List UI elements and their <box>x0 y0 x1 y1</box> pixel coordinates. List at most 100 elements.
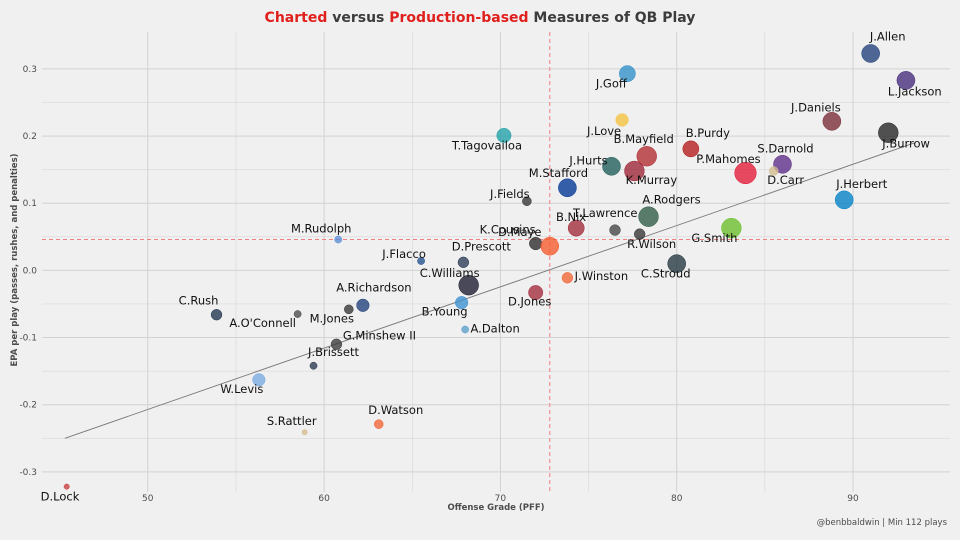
qb-point-label: M.Jones <box>310 311 354 325</box>
qb-point-label: G.Minshew II <box>343 328 416 342</box>
qb-point <box>458 275 479 296</box>
y-axis-title: EPA per play (passes, rushes, and penalt… <box>10 153 20 366</box>
mean-reference-lines <box>42 32 950 492</box>
qb-point-label: J.Flacco <box>381 247 426 261</box>
qb-point <box>773 155 792 174</box>
qb-point-label: P.Mahomes <box>696 152 760 166</box>
qb-point-label: C.Williams <box>420 266 480 280</box>
y-tick-label: 0.3 <box>23 65 37 75</box>
qb-point-label: D.Watson <box>368 403 423 417</box>
qb-point-label: A.Dalton <box>471 321 520 335</box>
title-versus: versus <box>327 10 390 26</box>
qb-point <box>734 161 757 185</box>
x-tick-label: 70 <box>495 494 507 504</box>
qb-point <box>602 157 621 176</box>
qb-point <box>210 309 223 321</box>
chart-title: Charted versus Production-based Measures… <box>0 10 960 26</box>
qb-point <box>634 228 646 240</box>
y-tick-label: -0.2 <box>19 401 37 411</box>
title-accent-production: Production-based <box>389 10 529 26</box>
qb-point-label: A.O'Connell <box>229 316 296 330</box>
qb-point-label: B.Mayfield <box>614 132 674 146</box>
qb-point-label: J.Fields <box>489 187 530 201</box>
trend-line-layer <box>64 142 915 439</box>
qb-point <box>457 256 470 268</box>
qb-point <box>374 419 384 429</box>
qb-point-label: L.Jackson <box>888 84 942 98</box>
qb-point-label: G.Smith <box>691 231 737 245</box>
qb-point-label: T.Tagovailoa <box>451 138 522 152</box>
qb-point <box>522 196 532 206</box>
qb-point <box>496 127 512 143</box>
qb-point <box>344 304 354 315</box>
qb-point <box>356 298 370 312</box>
qb-point-label: J.Burrow <box>881 137 930 151</box>
qb-point <box>252 373 266 387</box>
qb-point <box>330 338 343 350</box>
qb-point-label: D.Maye <box>498 225 541 239</box>
qb-point-label: J.Winston <box>574 269 628 283</box>
qb-point-label: J.Herbert <box>835 177 888 191</box>
qb-point-label: W.Levis <box>220 382 263 396</box>
x-tick-label: 50 <box>142 494 154 504</box>
qb-point <box>334 235 343 244</box>
qb-point <box>309 361 318 370</box>
qb-point <box>878 122 899 143</box>
data-points <box>63 44 916 490</box>
qb-point-label: D.Carr <box>767 173 804 187</box>
y-tick-label: -0.3 <box>19 468 37 478</box>
y-tick-label: 0.2 <box>23 132 37 142</box>
qb-point-label: C.Rush <box>179 294 219 308</box>
qb-point <box>301 429 308 436</box>
qb-point <box>667 254 686 273</box>
title-rest: Measures of QB Play <box>528 10 696 26</box>
qb-point <box>896 71 916 90</box>
qb-point-label: M.Stafford <box>529 166 588 180</box>
qb-point-label: B.Nix <box>556 210 586 224</box>
axis-ticks: 50 60 70 80 90 -0.3 -0.2 -0.1 0.0 0.1 0.2 0.3 <box>19 65 859 504</box>
qb-point <box>682 140 700 158</box>
qb-point-label: T.Lawrence <box>572 206 637 220</box>
qb-point-label: A.Richardson <box>336 280 411 294</box>
qb-point-label: A.Rodgers <box>642 193 700 207</box>
qb-point-label: K.Murray <box>626 173 678 187</box>
qb-point-label: J.Love <box>586 124 621 138</box>
x-tick-label: 80 <box>671 494 683 504</box>
qb-point-label: B.Young <box>422 305 468 319</box>
qb-point <box>461 325 469 334</box>
title-accent-charted: Charted <box>264 10 328 26</box>
gridlines <box>42 32 950 492</box>
footnote-credit: @benbbaldwin | Min 112 plays <box>816 518 947 528</box>
qb-point <box>834 190 854 210</box>
qb-point-label: K.Cousins <box>480 223 536 237</box>
qb-point <box>417 257 425 265</box>
y-tick-label: 0.1 <box>23 199 37 209</box>
qb-point <box>768 166 779 176</box>
qb-point <box>561 272 574 284</box>
qb-point <box>609 224 621 236</box>
qb-point-label: J.Allen <box>869 29 906 43</box>
qb-point <box>636 146 657 167</box>
trend-line <box>64 142 915 439</box>
qb-point <box>528 285 544 301</box>
qb-point <box>624 160 645 182</box>
x-axis-title: Offense Grade (PFF) <box>447 503 544 513</box>
qb-point <box>540 236 560 256</box>
qb-point-label: J.Goff <box>595 77 628 91</box>
x-tick-label: 90 <box>847 494 859 504</box>
qb-point-label: J.Daniels <box>790 100 841 114</box>
qb-point <box>63 483 70 490</box>
qb-point <box>619 65 636 82</box>
qb-point-label: C.Stroud <box>641 267 691 281</box>
qb-point-label: S.Darnold <box>757 141 813 155</box>
y-tick-label: 0.0 <box>23 266 38 276</box>
point-labels: J.Allen L.Jackson J.Goff J.Love J.Daniels J.B… <box>41 29 942 503</box>
qb-point <box>558 178 577 198</box>
qb-point <box>721 217 742 239</box>
x-tick-label: 60 <box>318 494 330 504</box>
qb-point-label: D.Lock <box>41 490 80 504</box>
qb-point-label: S.Rattler <box>267 414 317 428</box>
qb-point-label: M.Rudolph <box>291 222 351 236</box>
qb-point <box>822 112 842 131</box>
